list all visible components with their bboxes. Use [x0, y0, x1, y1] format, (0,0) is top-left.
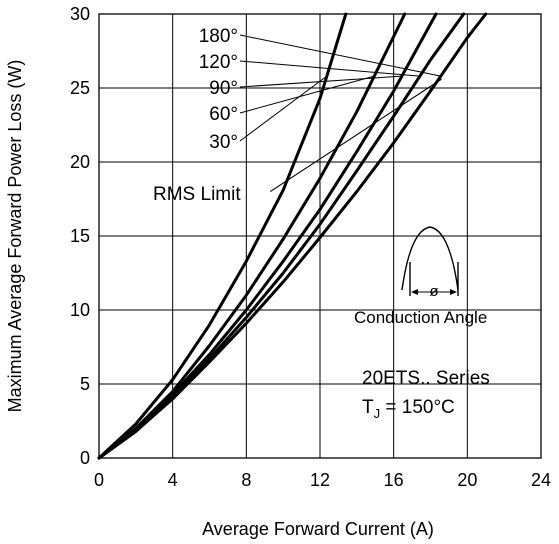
- plot-frame: [98, 13, 542, 459]
- x-tick-label: 8: [241, 470, 251, 490]
- tj-value: = 150°C: [380, 397, 455, 418]
- plot-border: [98, 13, 542, 459]
- series-leader-line: [239, 60, 420, 77]
- conduction-angle-inset: ø Conduction Angle: [354, 226, 487, 327]
- series-label: 120°: [199, 52, 238, 73]
- x-tick-label: 12: [310, 470, 330, 490]
- y-tick-label: 5: [80, 374, 90, 394]
- series-line: [97, 12, 348, 460]
- series-line: [97, 12, 466, 460]
- y-tick-label: 30: [70, 4, 90, 24]
- series-leader-line: [239, 75, 402, 88]
- conduction-angle-label: Conduction Angle: [354, 308, 487, 327]
- series-label: 60°: [209, 104, 238, 125]
- series-labels: 180° 120° 90° 60° 30°: [199, 26, 238, 153]
- series-leader-line: [239, 34, 441, 77]
- tj-subscript: J: [374, 406, 381, 421]
- y-tick-label: 20: [70, 152, 90, 172]
- x-tick-label: 20: [457, 470, 477, 490]
- y-tick-label: 15: [70, 226, 90, 246]
- y-tick-label: 0: [80, 448, 90, 468]
- series-leader-line: [239, 75, 375, 114]
- y-tick-label: 10: [70, 300, 90, 320]
- rms-limit-label: RMS Limit: [153, 184, 241, 205]
- series-line: [97, 12, 438, 460]
- junction-temperature-text: TJ = 150°C: [362, 397, 455, 421]
- x-axis-label: Average Forward Current (A): [202, 519, 434, 539]
- series-label: 30°: [209, 132, 238, 153]
- y-axis-label: Maximum Average Forward Power Loss (W): [5, 60, 25, 413]
- rms-limit-line: [269, 78, 442, 193]
- series-label: 90°: [209, 78, 238, 99]
- series-leader-line: [239, 75, 328, 142]
- arrowhead-left-icon: [411, 289, 418, 295]
- y-tick-label: 25: [70, 78, 90, 98]
- phi-symbol: ø: [429, 283, 438, 300]
- arrowhead-right-icon: [450, 289, 457, 295]
- tick-labels: 0 4 8 12 16 20 24 0 5 10 15 20 25 30: [70, 4, 551, 490]
- x-tick-label: 4: [168, 470, 178, 490]
- tj-symbol: T: [362, 397, 374, 418]
- series-name-text: 20ETS.. Series: [362, 368, 490, 389]
- x-tick-label: 0: [94, 470, 104, 490]
- series-leader-lines: [239, 34, 441, 142]
- series-label: 180°: [199, 26, 238, 47]
- x-tick-label: 16: [384, 470, 404, 490]
- waveform-shape: [401, 226, 459, 291]
- series-line: [97, 12, 407, 460]
- x-tick-label: 24: [531, 470, 551, 490]
